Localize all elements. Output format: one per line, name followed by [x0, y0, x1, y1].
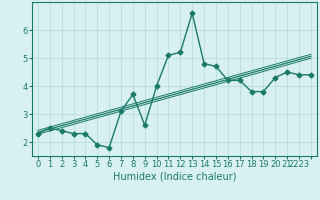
X-axis label: Humidex (Indice chaleur): Humidex (Indice chaleur) [113, 172, 236, 182]
